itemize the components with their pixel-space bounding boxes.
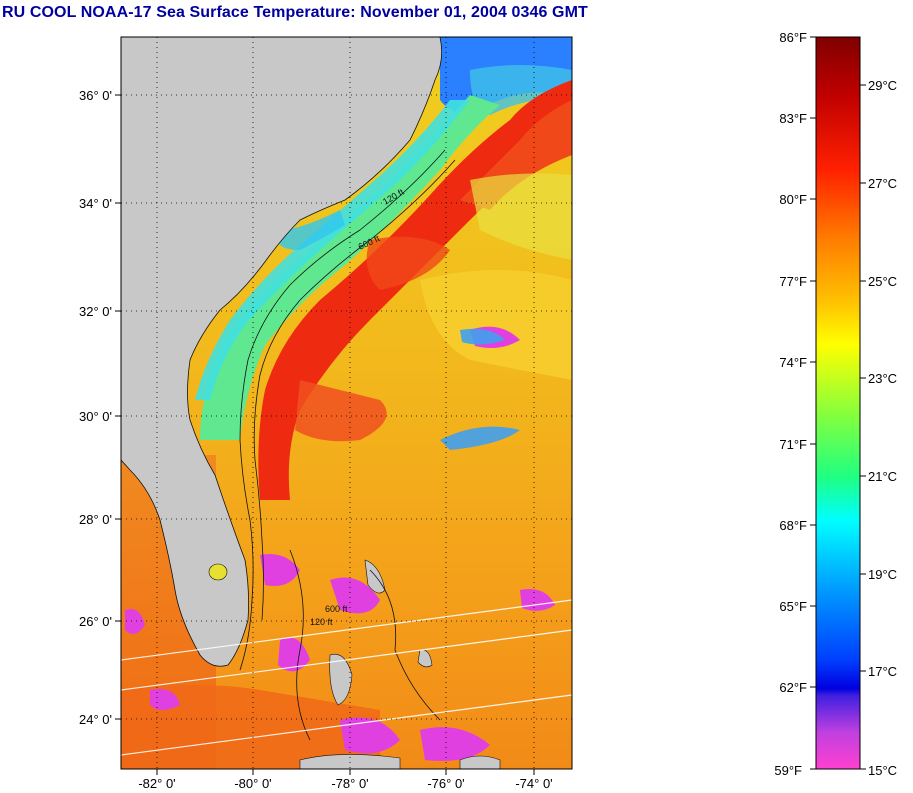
bathymetry-contours bbox=[239, 149, 456, 741]
scale-f-86: 86°F bbox=[779, 30, 807, 45]
land-us-southeast bbox=[121, 37, 443, 667]
swath-artifact-lines bbox=[121, 599, 572, 756]
contour-label-120b: 120 ft bbox=[310, 617, 333, 627]
scale-c-15: 15°C bbox=[868, 763, 897, 778]
bahamas-islands bbox=[299, 559, 501, 769]
shelf-water bbox=[200, 95, 500, 440]
scale-f-80: 80°F bbox=[779, 192, 807, 207]
lon-label-78: -78° 0' bbox=[331, 776, 368, 791]
scale-f-59: 59°F bbox=[774, 763, 802, 778]
scale-c-19: 19°C bbox=[868, 567, 897, 582]
scale-c-23: 23°C bbox=[868, 371, 897, 386]
contour-label-600b: 600 ft bbox=[325, 604, 348, 614]
lat-label-26: 26° 0' bbox=[79, 614, 112, 629]
scale-f-77: 77°F bbox=[779, 274, 807, 289]
lon-label-74: -74° 0' bbox=[515, 776, 552, 791]
color-scale-bar bbox=[815, 36, 861, 770]
scale-f-68: 68°F bbox=[779, 518, 807, 533]
lat-label-34: 34° 0' bbox=[79, 196, 112, 211]
scale-c-17: 17°C bbox=[868, 664, 897, 679]
lat-label-36: 36° 0' bbox=[79, 88, 112, 103]
lat-label-32: 32° 0' bbox=[79, 304, 112, 319]
scale-c-21: 21°C bbox=[868, 469, 897, 484]
scale-f-83: 83°F bbox=[779, 111, 807, 126]
scale-f-74: 74°F bbox=[779, 355, 807, 370]
map-frame bbox=[120, 36, 573, 770]
lon-label-76: -76° 0' bbox=[427, 776, 464, 791]
lon-label-80: -80° 0' bbox=[234, 776, 271, 791]
scale-f-62: 62°F bbox=[779, 680, 807, 695]
lat-label-30: 30° 0' bbox=[79, 409, 112, 424]
scale-f-65: 65°F bbox=[779, 599, 807, 614]
scale-c-29: 29°C bbox=[868, 78, 897, 93]
lat-label-28: 28° 0' bbox=[79, 512, 112, 527]
scale-c-27: 27°C bbox=[868, 176, 897, 191]
lake-okeechobee bbox=[208, 563, 228, 581]
lat-label-24: 24° 0' bbox=[79, 712, 112, 727]
map-title: RU COOL NOAA-17 Sea Surface Temperature:… bbox=[2, 4, 588, 21]
lon-label-82: -82° 0' bbox=[138, 776, 175, 791]
scale-f-71: 71°F bbox=[779, 437, 807, 452]
graticule bbox=[121, 37, 572, 769]
scale-c-25: 25°C bbox=[868, 274, 897, 289]
